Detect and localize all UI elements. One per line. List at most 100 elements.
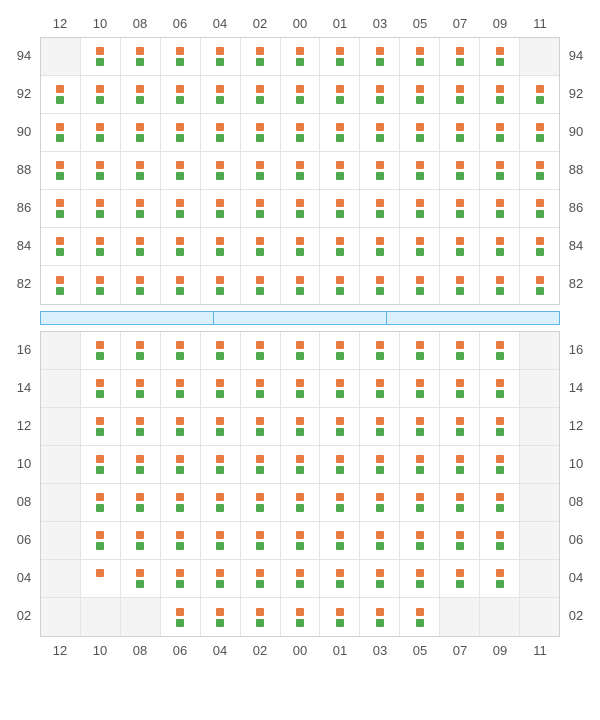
slot-cell[interactable] (201, 446, 241, 483)
slot-cell[interactable] (161, 152, 201, 189)
slot-cell[interactable] (440, 190, 480, 227)
slot-cell[interactable] (360, 560, 400, 597)
slot-cell[interactable] (241, 266, 281, 304)
slot-cell[interactable] (440, 76, 480, 113)
slot-cell[interactable] (360, 190, 400, 227)
slot-cell[interactable] (121, 446, 161, 483)
slot-cell[interactable] (440, 446, 480, 483)
slot-cell[interactable] (480, 560, 520, 597)
slot-cell[interactable] (400, 152, 440, 189)
slot-cell[interactable] (241, 484, 281, 521)
slot-cell[interactable] (201, 228, 241, 265)
slot-cell[interactable] (480, 114, 520, 151)
slot-cell[interactable] (121, 76, 161, 113)
slot-cell[interactable] (520, 446, 559, 483)
slot-cell[interactable] (41, 522, 81, 559)
slot-cell[interactable] (480, 38, 520, 75)
slot-cell[interactable] (281, 228, 321, 265)
slot-cell[interactable] (480, 266, 520, 304)
slot-cell[interactable] (480, 446, 520, 483)
slot-cell[interactable] (400, 598, 440, 636)
slot-cell[interactable] (41, 76, 81, 113)
slot-cell[interactable] (41, 598, 81, 636)
slot-cell[interactable] (201, 408, 241, 445)
slot-cell[interactable] (121, 408, 161, 445)
slot-cell[interactable] (520, 560, 559, 597)
slot-cell[interactable] (281, 114, 321, 151)
slot-cell[interactable] (480, 484, 520, 521)
slot-cell[interactable] (320, 38, 360, 75)
slot-cell[interactable] (520, 152, 559, 189)
slot-cell[interactable] (281, 190, 321, 227)
slot-cell[interactable] (241, 522, 281, 559)
slot-cell[interactable] (41, 408, 81, 445)
slot-cell[interactable] (400, 228, 440, 265)
slot-cell[interactable] (161, 76, 201, 113)
slot-cell[interactable] (121, 598, 161, 636)
slot-cell[interactable] (41, 560, 81, 597)
slot-cell[interactable] (480, 190, 520, 227)
slot-cell[interactable] (81, 38, 121, 75)
slot-cell[interactable] (440, 114, 480, 151)
slot-cell[interactable] (440, 38, 480, 75)
slot-cell[interactable] (400, 560, 440, 597)
slot-cell[interactable] (520, 266, 559, 304)
slot-cell[interactable] (480, 598, 520, 636)
slot-cell[interactable] (320, 152, 360, 189)
slot-cell[interactable] (480, 522, 520, 559)
slot-cell[interactable] (320, 228, 360, 265)
slot-cell[interactable] (81, 152, 121, 189)
slot-cell[interactable] (161, 114, 201, 151)
slot-cell[interactable] (201, 598, 241, 636)
slot-cell[interactable] (360, 152, 400, 189)
slot-cell[interactable] (520, 408, 559, 445)
slot-cell[interactable] (281, 370, 321, 407)
slot-cell[interactable] (320, 332, 360, 369)
slot-cell[interactable] (41, 370, 81, 407)
slot-cell[interactable] (320, 408, 360, 445)
slot-cell[interactable] (360, 370, 400, 407)
slot-cell[interactable] (121, 370, 161, 407)
slot-cell[interactable] (400, 38, 440, 75)
slot-cell[interactable] (41, 484, 81, 521)
slot-cell[interactable] (41, 190, 81, 227)
slot-cell[interactable] (241, 190, 281, 227)
slot-cell[interactable] (360, 522, 400, 559)
slot-cell[interactable] (121, 484, 161, 521)
slot-cell[interactable] (81, 370, 121, 407)
slot-cell[interactable] (320, 114, 360, 151)
slot-cell[interactable] (281, 598, 321, 636)
slot-cell[interactable] (241, 370, 281, 407)
slot-cell[interactable] (360, 332, 400, 369)
slot-cell[interactable] (281, 266, 321, 304)
slot-cell[interactable] (161, 408, 201, 445)
slot-cell[interactable] (360, 38, 400, 75)
slot-cell[interactable] (81, 190, 121, 227)
slot-cell[interactable] (400, 76, 440, 113)
slot-cell[interactable] (81, 522, 121, 559)
slot-cell[interactable] (161, 228, 201, 265)
slot-cell[interactable] (520, 598, 559, 636)
slot-cell[interactable] (320, 522, 360, 559)
slot-cell[interactable] (480, 370, 520, 407)
slot-cell[interactable] (201, 38, 241, 75)
slot-cell[interactable] (520, 38, 559, 75)
slot-cell[interactable] (400, 114, 440, 151)
slot-cell[interactable] (121, 560, 161, 597)
slot-cell[interactable] (121, 332, 161, 369)
slot-cell[interactable] (81, 446, 121, 483)
slot-cell[interactable] (281, 332, 321, 369)
slot-cell[interactable] (480, 152, 520, 189)
slot-cell[interactable] (520, 332, 559, 369)
slot-cell[interactable] (520, 370, 559, 407)
slot-cell[interactable] (400, 446, 440, 483)
slot-cell[interactable] (41, 228, 81, 265)
slot-cell[interactable] (440, 598, 480, 636)
slot-cell[interactable] (520, 522, 559, 559)
slot-cell[interactable] (520, 114, 559, 151)
slot-cell[interactable] (161, 266, 201, 304)
slot-cell[interactable] (41, 114, 81, 151)
slot-cell[interactable] (121, 522, 161, 559)
slot-cell[interactable] (440, 484, 480, 521)
slot-cell[interactable] (41, 152, 81, 189)
